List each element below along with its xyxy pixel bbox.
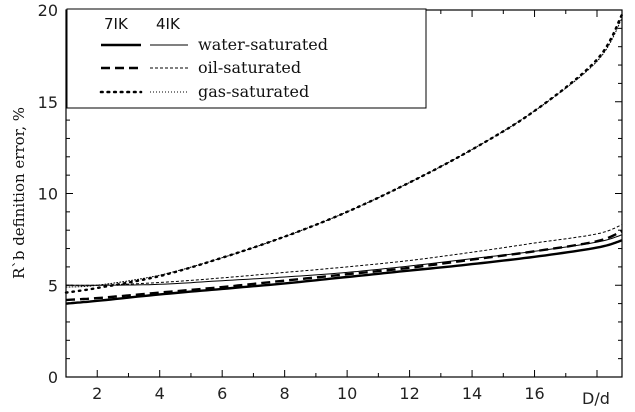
y-tick-label: 10 — [38, 185, 58, 204]
x-tick-label: 16 — [524, 384, 544, 403]
x-tick-label: 10 — [337, 384, 357, 403]
x-tick-label: 12 — [399, 384, 419, 403]
series-line-gas-saturated-7ik — [64, 13, 624, 294]
legend-header-4ik: 4IK — [156, 15, 181, 33]
legend-label-oil: oil-saturated — [198, 58, 301, 77]
legend-header-7ik: 7IK — [104, 15, 129, 33]
y-tick-label: 0 — [48, 368, 58, 387]
legend: 7IK 4IK water-saturated oil-saturated ga… — [66, 8, 427, 109]
x-tick-label: 2 — [92, 384, 102, 403]
y-axis-title: R`b definition error, % — [10, 107, 28, 279]
y-tick-label: 20 — [38, 1, 58, 20]
legend-label-gas: gas-saturated — [198, 82, 309, 101]
axes-layer: 0 5 10 15 20 2 4 6 8 10 12 14 16 — [38, 1, 623, 403]
x-tick-label: 14 — [462, 384, 482, 403]
series-line-water-saturated-7ik — [65, 239, 623, 305]
legend-label-water: water-saturated — [198, 35, 328, 54]
x-tick-label: 8 — [280, 384, 290, 403]
x-tick-label: 4 — [155, 384, 165, 403]
series-line-oil-saturated-7ik — [66, 230, 623, 302]
x-axis-title: D/d — [582, 389, 610, 408]
y-tick-label: 15 — [38, 93, 58, 112]
y-tick-label: 5 — [48, 276, 58, 295]
x-tick-label: 6 — [217, 384, 227, 403]
series-line-oil-saturated-4ik — [66, 224, 623, 287]
series-line-gas-saturated-4ik — [65, 17, 623, 288]
series-layer — [64, 13, 624, 305]
